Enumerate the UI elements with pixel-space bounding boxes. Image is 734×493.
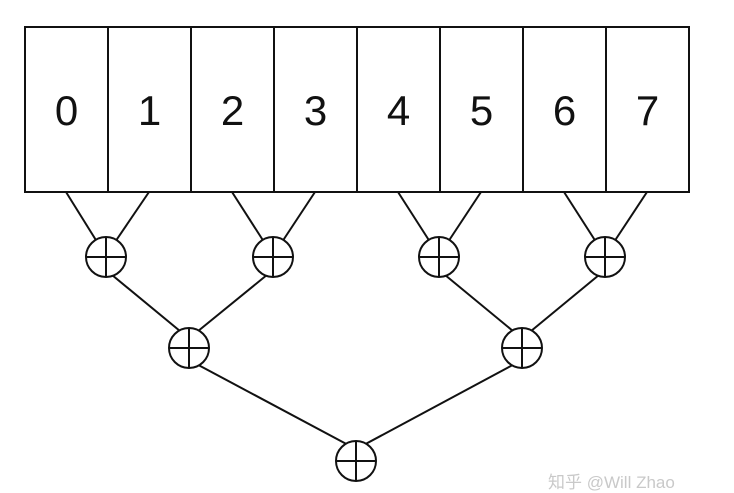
array-cell: 3 (273, 26, 358, 193)
tree-edge (65, 191, 100, 246)
array-cell-label: 7 (636, 87, 659, 134)
xor-circle-plus-icon (584, 236, 626, 278)
xor-circle-plus-icon (168, 327, 210, 369)
tree-edge (397, 191, 433, 246)
tree-edge (611, 191, 648, 246)
array-cell-label: 4 (387, 87, 410, 134)
tree-edge (231, 191, 267, 246)
tree-edge (563, 191, 599, 246)
array-cells: 0 1 2 3 4 5 6 7 (24, 26, 690, 193)
watermark-text: 知乎 @Will Zhao (548, 473, 675, 492)
array-cell-label: 0 (55, 87, 78, 134)
tree-edge (112, 191, 150, 246)
tree-edge (279, 191, 316, 246)
array-cell-label: 5 (470, 87, 493, 134)
tree-edge (438, 269, 520, 337)
array-cell: 6 (522, 26, 607, 193)
array-cell: 5 (439, 26, 524, 193)
tree-edge (191, 269, 274, 337)
tree-edge (105, 269, 187, 337)
xor-circle-plus-icon (335, 440, 377, 482)
xor-circle-plus-icon (418, 236, 460, 278)
xor-circle-plus-icon (252, 236, 294, 278)
tree-edges (65, 191, 648, 448)
array-cell: 0 (24, 26, 109, 193)
tree-edge (445, 191, 482, 246)
xor-circle-plus-icon (85, 236, 127, 278)
array-cell-label: 2 (221, 87, 244, 134)
array-cell: 4 (356, 26, 441, 193)
tree-edge (359, 359, 523, 448)
array-cell: 2 (190, 26, 275, 193)
tree-edge (188, 359, 353, 448)
array-cell-label: 1 (138, 87, 161, 134)
array-cell-label: 6 (553, 87, 576, 134)
xor-circle-plus-icon (501, 327, 543, 369)
array-cell: 1 (107, 26, 192, 193)
xor-nodes (85, 236, 626, 482)
tree-edge (524, 269, 606, 337)
array-cell-label: 3 (304, 87, 327, 134)
array-cell: 7 (605, 26, 690, 193)
